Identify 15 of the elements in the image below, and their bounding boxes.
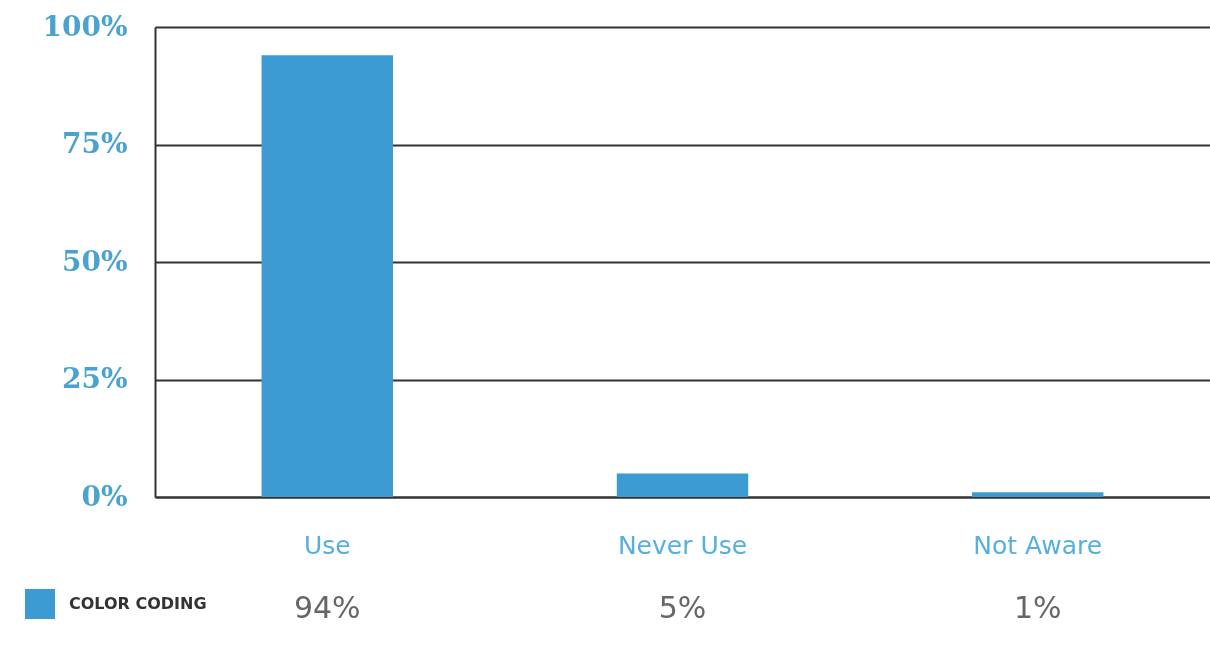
y-tick-label: 0% [81, 479, 128, 513]
y-tick-label: 25% [61, 362, 128, 395]
text: 5% [658, 590, 707, 625]
y-tick-label: 100% [42, 9, 128, 43]
text: 94% [293, 590, 361, 625]
legend-label: COLOR CODING [69, 594, 207, 613]
text: 1% [1013, 590, 1062, 625]
bar [616, 473, 749, 497]
y-tick-label: 50% [61, 244, 128, 278]
bar [972, 492, 1104, 497]
x-tick-label: Never Use [617, 530, 748, 560]
x-tick-label: Use [303, 530, 351, 560]
bar [261, 55, 393, 497]
x-tick-label: Not Aware [973, 530, 1103, 560]
y-tick-label: 75% [61, 127, 128, 160]
